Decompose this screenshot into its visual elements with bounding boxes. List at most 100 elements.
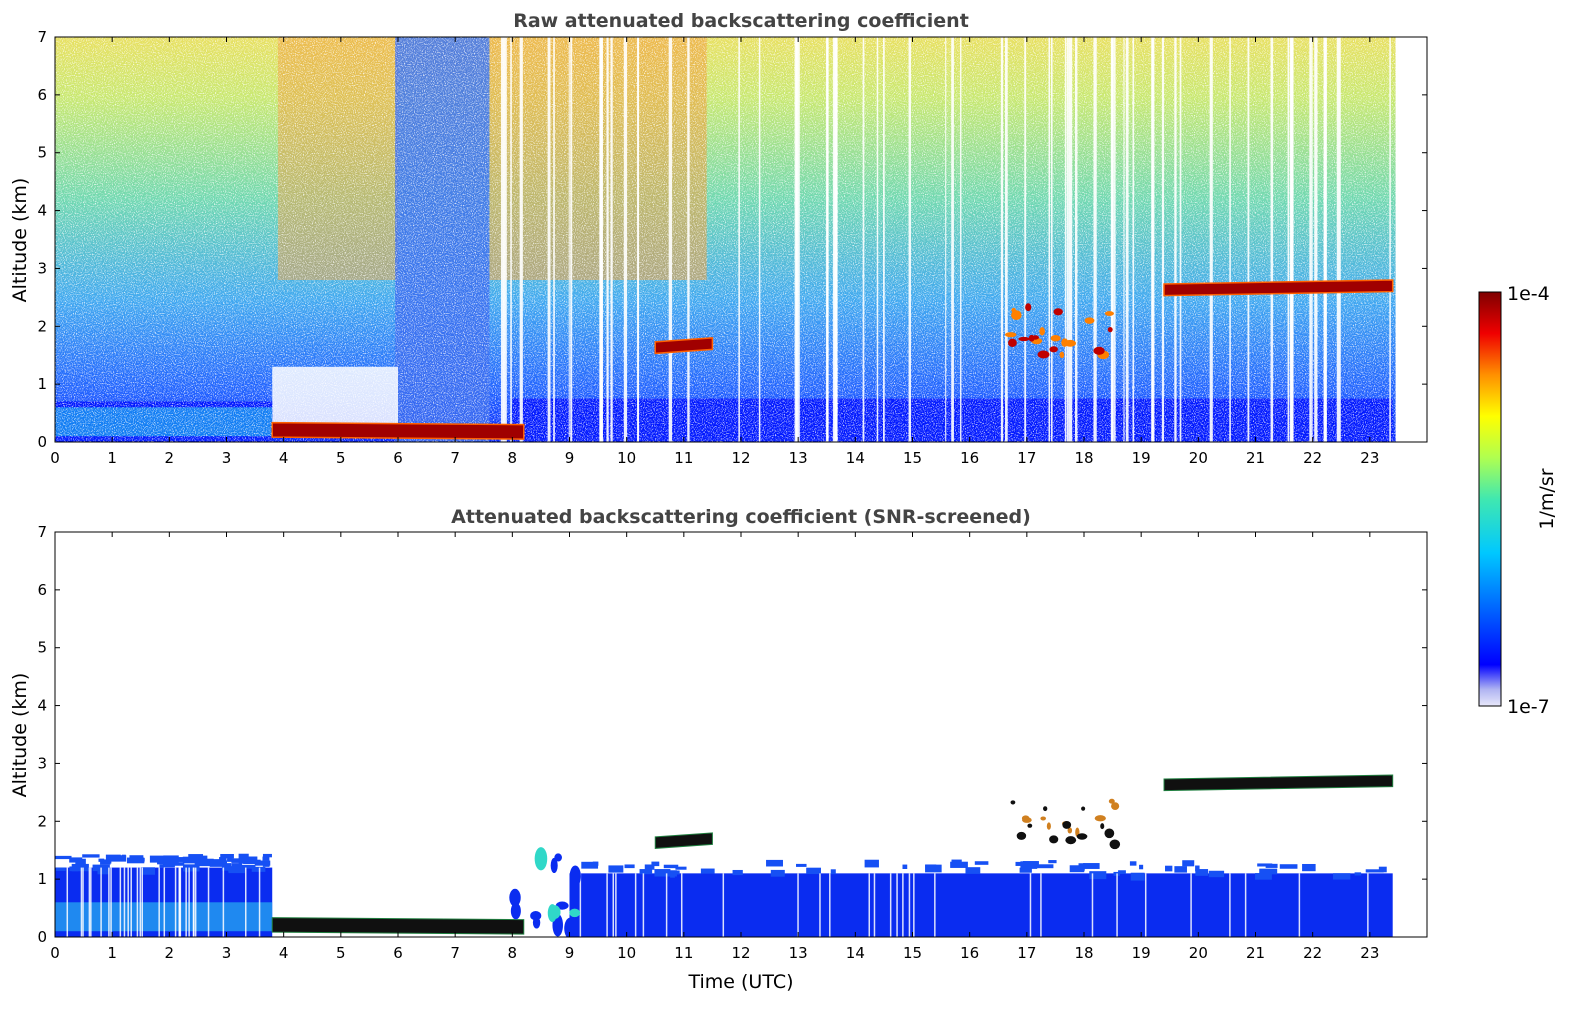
screened-dropout-line: [192, 867, 195, 937]
raw-dropout-line: [1174, 37, 1177, 442]
raw-dropout-line: [1114, 37, 1116, 442]
screened-dropout-line: [634, 873, 637, 937]
screened-layer-edge: [651, 861, 660, 867]
screened-dropout-line: [1298, 873, 1301, 937]
raw-dropout-line: [547, 37, 551, 442]
x-tick-label: 8: [508, 449, 518, 467]
screened-dropout-line: [244, 867, 247, 937]
raw-dropout-line: [503, 37, 507, 442]
raw-dropout-line: [951, 37, 954, 442]
raw-dropout-line: [1209, 37, 1213, 442]
screened-dropout-line: [139, 867, 142, 937]
colorbar-min-label: 1e-7: [1507, 696, 1550, 718]
screened-dropout-line: [896, 873, 898, 937]
screened-dropout-line: [1244, 873, 1247, 937]
raw-dropout-line: [1064, 37, 1067, 442]
screened-dropout-line: [1116, 873, 1118, 937]
screened-layer-edge: [902, 864, 908, 869]
screened-dropout-line: [88, 867, 91, 937]
screened-dropout-line: [207, 867, 210, 937]
screened-dropout-line: [66, 867, 69, 937]
x-tick-label: 18: [1074, 449, 1093, 467]
screened-layer-edge: [141, 867, 156, 875]
screened-layer-edge: [806, 867, 821, 875]
screened-dropout-line: [80, 867, 83, 937]
raw-dropout-line: [1005, 37, 1008, 442]
screened-layer-edge: [55, 867, 66, 871]
raw-cloud-layer: [1163, 279, 1394, 297]
screened-layer-edge: [1354, 872, 1362, 876]
screened-dropout-line: [606, 873, 608, 937]
raw-dropout-line: [1287, 37, 1290, 442]
screened-layer-edge: [796, 863, 807, 867]
screened-dropout-line: [1040, 873, 1042, 937]
y-tick-label: 7: [37, 28, 47, 46]
screened-layer-edge: [162, 860, 175, 868]
screened-dropout-line: [188, 867, 190, 937]
x-tick-label: 18: [1074, 944, 1093, 962]
screened-dropout-line: [136, 867, 139, 937]
screened-dropout-line: [868, 873, 871, 937]
screened-layer-edge: [204, 861, 214, 866]
screened-layer-edge: [262, 863, 270, 867]
screened-layer-edge: [965, 867, 981, 874]
screened-dropout-line: [163, 867, 166, 937]
raw-dropout-line: [636, 37, 639, 442]
screened-dropout-line: [110, 867, 112, 937]
raw-cloud-patch: [1037, 350, 1050, 359]
screened-dropout-line: [797, 873, 799, 937]
screened-layer-edge: [262, 853, 272, 858]
colorbar-bar: [1478, 291, 1502, 707]
y-tick-label: 1: [37, 870, 47, 888]
screened-layer-edge: [238, 858, 255, 864]
screened-transition-blob: [569, 865, 581, 887]
screened-dropout-line: [722, 873, 725, 937]
raw-dropout-line: [1324, 37, 1327, 442]
screened-dropout-line: [141, 867, 143, 937]
screened-layer-edge: [238, 853, 249, 860]
screened-layer-edge: [71, 863, 89, 872]
screened-layer-edge: [1208, 870, 1225, 878]
screened-layer-edge: [171, 857, 184, 862]
x-tick-label: 9: [565, 449, 575, 467]
raw-dropout-line: [510, 37, 512, 442]
raw-dropout-line: [1311, 37, 1313, 442]
screened-layer-edge: [639, 869, 653, 875]
x-tick-label: 2: [165, 449, 175, 467]
x-axis-label: Time (UTC): [687, 971, 793, 993]
screened-layer-edge: [1259, 868, 1278, 875]
screened-dropout-line: [665, 873, 668, 937]
x-tick-label: 0: [50, 449, 60, 467]
x-tick-label: 17: [1017, 449, 1036, 467]
x-tick-label: 17: [1017, 944, 1036, 962]
raw-dropout-line: [500, 37, 505, 442]
x-tick-label: 12: [731, 944, 750, 962]
screened-layer-edge: [1078, 863, 1085, 871]
screened-transition-blob: [532, 916, 541, 929]
raw-dropout-line: [1338, 37, 1341, 442]
raw-dropout-line: [908, 37, 912, 442]
x-tick-label: 5: [336, 449, 346, 467]
screened-dropout-line: [908, 873, 911, 937]
raw-dropout-line: [606, 37, 609, 442]
y-tick-label: 6: [37, 86, 47, 104]
screened-dropout-line: [902, 873, 904, 937]
screened-dropout-line: [90, 867, 92, 937]
raw-dropout-line: [1270, 37, 1274, 442]
screened-dropout-line: [258, 867, 261, 937]
screened-layer-edge: [1182, 860, 1195, 867]
screened-layer-edge: [1089, 871, 1107, 880]
raw-no-data: [1395, 37, 1427, 442]
screened-dropout-line: [1144, 873, 1147, 937]
screened-layer-edge: [227, 855, 233, 861]
x-tick-label: 21: [1246, 944, 1265, 962]
raw-dropout-line: [738, 37, 740, 442]
screened-layer-edge: [1365, 869, 1384, 873]
x-tick-label: 1: [107, 944, 117, 962]
raw-low-cloud: [271, 421, 525, 440]
raw-cloud-layer: [654, 337, 714, 355]
raw-cloud-patch: [1050, 335, 1061, 342]
raw-cloud-patch: [1004, 332, 1017, 338]
screened-layer-edge: [1069, 865, 1085, 873]
screened-dropout-line: [680, 873, 683, 937]
